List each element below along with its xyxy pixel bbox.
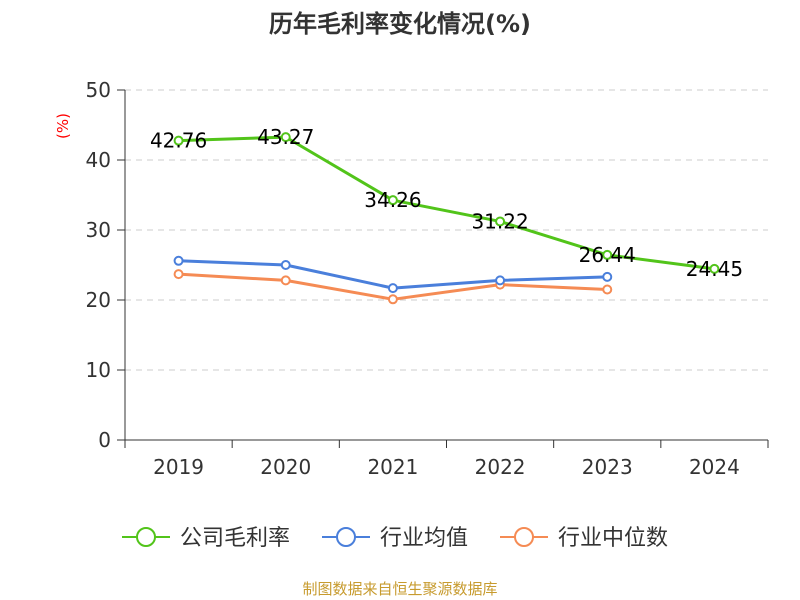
series-0-point-2023: [602, 249, 613, 260]
series-1-point-2020: [280, 260, 291, 270]
y-tick-label-20: 20: [86, 288, 111, 312]
x-tick-label-2024: 2024: [689, 455, 740, 479]
y-axis-unit-label: (%): [54, 113, 72, 139]
legend-label-0: 公司毛利率: [180, 526, 290, 551]
y-tick-label-10: 10: [86, 358, 111, 382]
x-tick-label-2020: 2020: [260, 455, 311, 479]
series-1-point-2022: [495, 275, 506, 286]
series-0-point-2019: [173, 135, 184, 146]
y-tick-label-40: 40: [86, 148, 111, 172]
series-1-point-2023: [602, 271, 613, 282]
y-tick-label-30: 30: [86, 218, 111, 242]
series-2-point-2021: [387, 294, 398, 305]
data-label-2023: 26.44: [579, 243, 636, 267]
data-label-2021: 34.26: [364, 188, 421, 212]
x-tick-label-2019: 2019: [153, 455, 204, 479]
x-tick-label-2023: 2023: [582, 455, 633, 479]
series-line-0: [177, 135, 716, 271]
legend-label-1: 行业均值: [380, 526, 468, 551]
series-2-point-2023: [602, 284, 613, 295]
source-note: 制图数据来自恒生聚源数据库: [302, 580, 497, 598]
y-tick-label-50: 50: [86, 78, 111, 102]
series-0-point-2022: [495, 216, 506, 227]
y-tick-label-0: 0: [98, 428, 111, 452]
series-2-point-2019: [173, 269, 184, 280]
data-label-2020: 43.27: [257, 125, 314, 149]
legend: 公司毛利率 行业均值 行业中位数: [122, 526, 668, 551]
series-0-point-2024: [709, 263, 720, 274]
series-2-point-2020: [280, 275, 291, 286]
axes: 0 10 20 30 40 50 2019 2020 2021 2022 2023 2024: [86, 78, 769, 479]
legend-marker-2: [514, 527, 534, 547]
legend-marker-1: [336, 527, 356, 547]
series-0-point-2020: [280, 132, 291, 143]
grid-lines: [125, 89, 768, 371]
data-label-2019: 42.76: [150, 129, 207, 153]
data-labels: 42.76 43.27 34.26 31.22 26.44 24.45: [150, 125, 743, 281]
series-0-point-2021: [387, 195, 398, 206]
x-tick-label-2021: 2021: [367, 455, 418, 479]
data-label-2022: 31.22: [471, 209, 528, 233]
data-series: [173, 132, 720, 305]
data-label-2024: 24.45: [686, 257, 743, 281]
legend-marker-0: [136, 527, 156, 547]
series-1-point-2019: [173, 255, 184, 266]
x-tick-label-2022: 2022: [475, 455, 526, 479]
series-1-point-2021: [387, 283, 398, 294]
chart-title: 历年毛利率变化情况(%): [269, 10, 531, 38]
legend-label-2: 行业中位数: [558, 526, 668, 551]
